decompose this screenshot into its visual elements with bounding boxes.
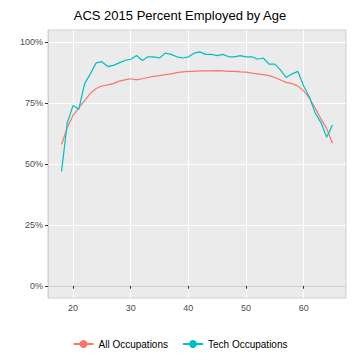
svg-text:100%: 100% [20, 37, 43, 47]
svg-text:ACS 2015 Percent Employed by A: ACS 2015 Percent Employed by Age [74, 8, 286, 23]
svg-text:Tech Occupations: Tech Occupations [208, 339, 288, 350]
svg-text:0%: 0% [30, 281, 43, 291]
svg-text:75%: 75% [25, 98, 43, 108]
svg-text:25%: 25% [25, 220, 43, 230]
svg-text:40: 40 [183, 303, 193, 313]
svg-text:20: 20 [68, 303, 78, 313]
svg-text:60: 60 [299, 303, 309, 313]
svg-text:30: 30 [126, 303, 136, 313]
svg-text:50: 50 [241, 303, 251, 313]
svg-text:All Occupations: All Occupations [99, 339, 168, 350]
svg-text:50%: 50% [25, 159, 43, 169]
